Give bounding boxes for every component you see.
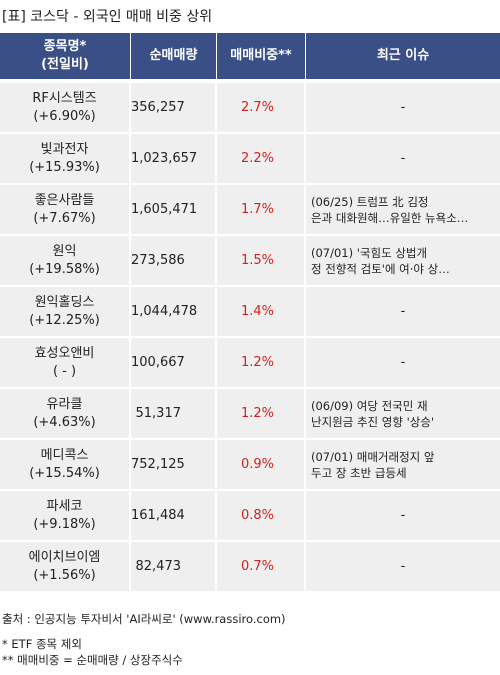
stock-name-cell[interactable]: 좋은사람들 (+7.67%)	[0, 185, 131, 236]
net-volume-cell: 356,257	[131, 83, 217, 134]
trade-ratio-cell: 1.4%	[217, 287, 306, 338]
net-volume-cell: 273,586	[131, 236, 217, 287]
recent-issue-cell: -	[306, 287, 500, 338]
recent-issue-cell[interactable]: (07/01) '국힘도 상법개 정 전향적 검토'에 여·야 상…	[306, 236, 500, 287]
price-change: (+15.93%)	[29, 159, 100, 175]
trade-ratio-cell: 1.7%	[217, 185, 306, 236]
net-volume-cell: 161,484	[131, 491, 217, 542]
stock-name-cell[interactable]: 원익홀딩스 (+12.25%)	[0, 287, 131, 338]
stock-name-cell[interactable]: 유라클 (+4.63%)	[0, 389, 131, 440]
trade-ratio-cell: 2.7%	[217, 83, 306, 134]
ratio-formula-note: ** 매매비중 = 순매매량 / 상장주식수	[2, 653, 183, 667]
trade-ratio-cell: 0.9%	[217, 440, 306, 491]
table-row[interactable]: 좋은사람들 (+7.67%) 1,605,471 1.7% (06/25) 트럼프 北 …	[0, 185, 500, 236]
header-net-volume[interactable]: 순매매량	[131, 33, 217, 83]
trade-ratio-cell: 1.2%	[217, 389, 306, 440]
stock-name-cell[interactable]: RF시스템즈 (+6.90%)	[0, 83, 131, 134]
header-stock-name[interactable]: 종목명* (전일비)	[0, 33, 131, 83]
recent-issue-cell[interactable]: (07/01) 매매거래정지 앞 두고 장 초반 급등세	[306, 440, 500, 491]
page-title: [표] 코스닥 - 외국인 매매 비중 상위	[2, 9, 213, 25]
stock-name[interactable]: 원익	[52, 243, 77, 259]
issue-line1[interactable]: (06/25) 트럼프 北 김정	[311, 194, 429, 209]
header-name-line1: 종목명*	[43, 39, 87, 54]
price-change: (+12.25%)	[29, 312, 100, 328]
stock-name-cell[interactable]: 빛과전자 (+15.93%)	[0, 134, 131, 185]
trade-ratio-cell: 1.2%	[217, 338, 306, 389]
net-volume-cell: 51,317	[131, 389, 217, 440]
stock-name[interactable]: 파세코	[46, 498, 83, 514]
price-change: (+9.18%)	[33, 516, 96, 532]
price-change: (+1.56%)	[33, 567, 96, 583]
price-change: (+4.63%)	[33, 414, 96, 430]
price-change: (+19.58%)	[29, 261, 100, 277]
table-row[interactable]: 메디콕스 (+15.54%) 752,125 0.9% (07/01) 매매거래정지 앞…	[0, 440, 500, 491]
issue-line2[interactable]: 두고 장 초반 급등세	[311, 465, 407, 480]
issue-line2[interactable]: 은과 대화원해…유일한 뉴욕소…	[311, 210, 469, 225]
net-volume-cell: 82,473	[131, 542, 217, 593]
table-row[interactable]: 효성오앤비 ( - ) 100,667 1.2% -	[0, 338, 500, 389]
trade-ratio-cell: 0.7%	[217, 542, 306, 593]
stock-name-cell[interactable]: 에이치브이엠 (+1.56%)	[0, 542, 131, 593]
header-name-line2: (전일비)	[41, 57, 89, 72]
stock-name-cell[interactable]: 메디콕스 (+15.54%)	[0, 440, 131, 491]
recent-issue-cell: -	[306, 134, 500, 185]
issue-line2[interactable]: 정 전향적 검토'에 여·야 상…	[311, 261, 450, 276]
issue-line1[interactable]: (07/01) '국힘도 상법개	[311, 245, 428, 260]
stock-name[interactable]: 좋은사람들	[34, 192, 95, 208]
table-row[interactable]: 에이치브이엠 (+1.56%) 82,473 0.7% -	[0, 542, 500, 593]
table-row[interactable]: 유라클 (+4.63%) 51,317 1.2% (06/09) 여당 전국민 재 난지원…	[0, 389, 500, 440]
header-trade-ratio[interactable]: 매매비중**	[217, 33, 306, 83]
trade-ratio-cell: 2.2%	[217, 134, 306, 185]
recent-issue-cell[interactable]: (06/25) 트럼프 北 김정 은과 대화원해…유일한 뉴욕소…	[306, 185, 500, 236]
table-row[interactable]: 원익 (+19.58%) 273,586 1.5% (07/01) '국힘도 상법개 정 …	[0, 236, 500, 287]
recent-issue-cell: -	[306, 491, 500, 542]
price-change: ( - )	[52, 363, 77, 379]
issue-line2[interactable]: 난지원금 추진 영향 '상승'	[311, 414, 435, 429]
etf-exclusion-note: * ETF 종목 제외	[2, 637, 82, 651]
issue-line1[interactable]: (06/09) 여당 전국민 재	[311, 398, 428, 413]
table-body: RF시스템즈 (+6.90%) 356,257 2.7% - 빛과전자 (+15.93%) 1…	[0, 83, 500, 593]
recent-issue-cell: -	[306, 338, 500, 389]
recent-issue-cell: -	[306, 542, 500, 593]
stock-name-cell[interactable]: 원익 (+19.58%)	[0, 236, 131, 287]
source-note: 출처 : 인공지능 투자비서 'AI라씨로' (www.rassiro.com)	[2, 612, 286, 626]
stock-name[interactable]: 빛과전자	[40, 141, 89, 157]
stock-name-cell[interactable]: 파세코 (+9.18%)	[0, 491, 131, 542]
price-change: (+7.67%)	[33, 210, 96, 226]
recent-issue-cell: -	[306, 83, 500, 134]
net-volume-cell: 1,605,471	[131, 185, 217, 236]
table-row[interactable]: 빛과전자 (+15.93%) 1,023,657 2.2% -	[0, 134, 500, 185]
issue-line1[interactable]: (07/01) 매매거래정지 앞	[311, 449, 435, 464]
price-change: (+15.54%)	[29, 465, 100, 481]
trade-ratio-cell: 0.8%	[217, 491, 306, 542]
table-header-row: 종목명* (전일비) 순매매량 매매비중** 최근 이슈	[0, 33, 500, 83]
foreign-trading-ratio-table: 종목명* (전일비) 순매매량 매매비중** 최근 이슈 RF시스템즈 (+6.9…	[0, 33, 500, 593]
net-volume-cell: 1,044,478	[131, 287, 217, 338]
stock-name[interactable]: 에이치브이엠	[28, 549, 101, 565]
table-row[interactable]: RF시스템즈 (+6.90%) 356,257 2.7% -	[0, 83, 500, 134]
price-change: (+6.90%)	[33, 108, 96, 124]
stock-name[interactable]: RF시스템즈	[32, 90, 97, 106]
stock-name[interactable]: 메디콕스	[40, 447, 89, 463]
stock-name[interactable]: 유라클	[46, 396, 83, 412]
net-volume-cell: 100,667	[131, 338, 217, 389]
net-volume-cell: 752,125	[131, 440, 217, 491]
stock-name[interactable]: 원익홀딩스	[34, 294, 95, 310]
net-volume-cell: 1,023,657	[131, 134, 217, 185]
table-row[interactable]: 파세코 (+9.18%) 161,484 0.8% -	[0, 491, 500, 542]
table-row[interactable]: 원익홀딩스 (+12.25%) 1,044,478 1.4% -	[0, 287, 500, 338]
stock-name-cell[interactable]: 효성오앤비 ( - )	[0, 338, 131, 389]
stock-name[interactable]: 효성오앤비	[34, 345, 95, 361]
header-recent-issue[interactable]: 최근 이슈	[306, 33, 500, 83]
trade-ratio-cell: 1.5%	[217, 236, 306, 287]
recent-issue-cell[interactable]: (06/09) 여당 전국민 재 난지원금 추진 영향 '상승'	[306, 389, 500, 440]
